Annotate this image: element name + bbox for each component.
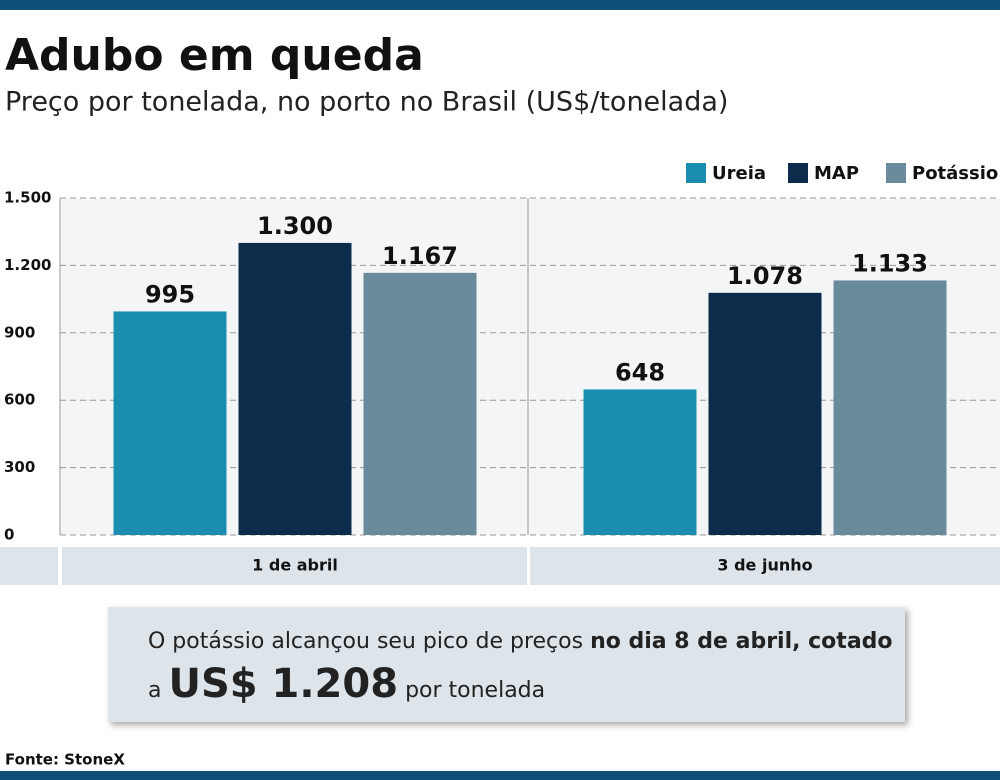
bottom-bar [0,771,1000,780]
bar [583,389,697,535]
value-label: 1.133 [852,249,928,277]
legend-label: Potássio [912,163,998,184]
value-label: 1.167 [382,242,458,270]
value-label: 648 [615,358,665,386]
value-label: 995 [145,280,195,308]
annotation-highlight: US$ 1.208 [168,661,399,707]
callout: O potássio alcançou seu pico de preços n… [108,607,905,722]
y-tick-label: 900 [4,323,35,341]
legend-label: MAP [814,163,859,184]
category-band [62,547,527,585]
bar [113,311,227,535]
source: Fonte: StoneX [5,751,125,769]
y-tick-label: 0 [4,526,14,544]
annotation-text: O potássio alcançou seu pico de preços [148,629,584,654]
annotation-text: por tonelada [405,678,546,703]
value-label: 1.078 [727,262,803,290]
chart-subtitle: Preço por tonelada, no porto no Brasil (… [5,87,728,118]
legend-label: Ureia [712,163,766,184]
bar [363,272,477,535]
y-tick-label: 600 [4,391,35,409]
annotation-text: a [148,678,162,703]
annotation-text: no dia 8 de abril, cotado [590,629,893,654]
y-tick-label: 1.200 [4,256,51,274]
bar [833,280,947,535]
y-tick-label: 300 [4,458,35,476]
bar [238,242,352,535]
legend-swatch [686,163,706,183]
top-bar [0,0,1000,10]
y-tick-label: 1.500 [4,189,51,207]
legend-swatch [788,163,808,183]
x-tick-label: 3 de junho [717,556,812,575]
legend-swatch [886,163,906,183]
category-band [530,547,1000,585]
bar [708,292,822,535]
category-band [0,547,58,585]
value-label: 1.300 [257,212,333,240]
x-tick-label: 1 de abril [252,556,338,575]
chart-title: Adubo em queda [5,30,424,81]
